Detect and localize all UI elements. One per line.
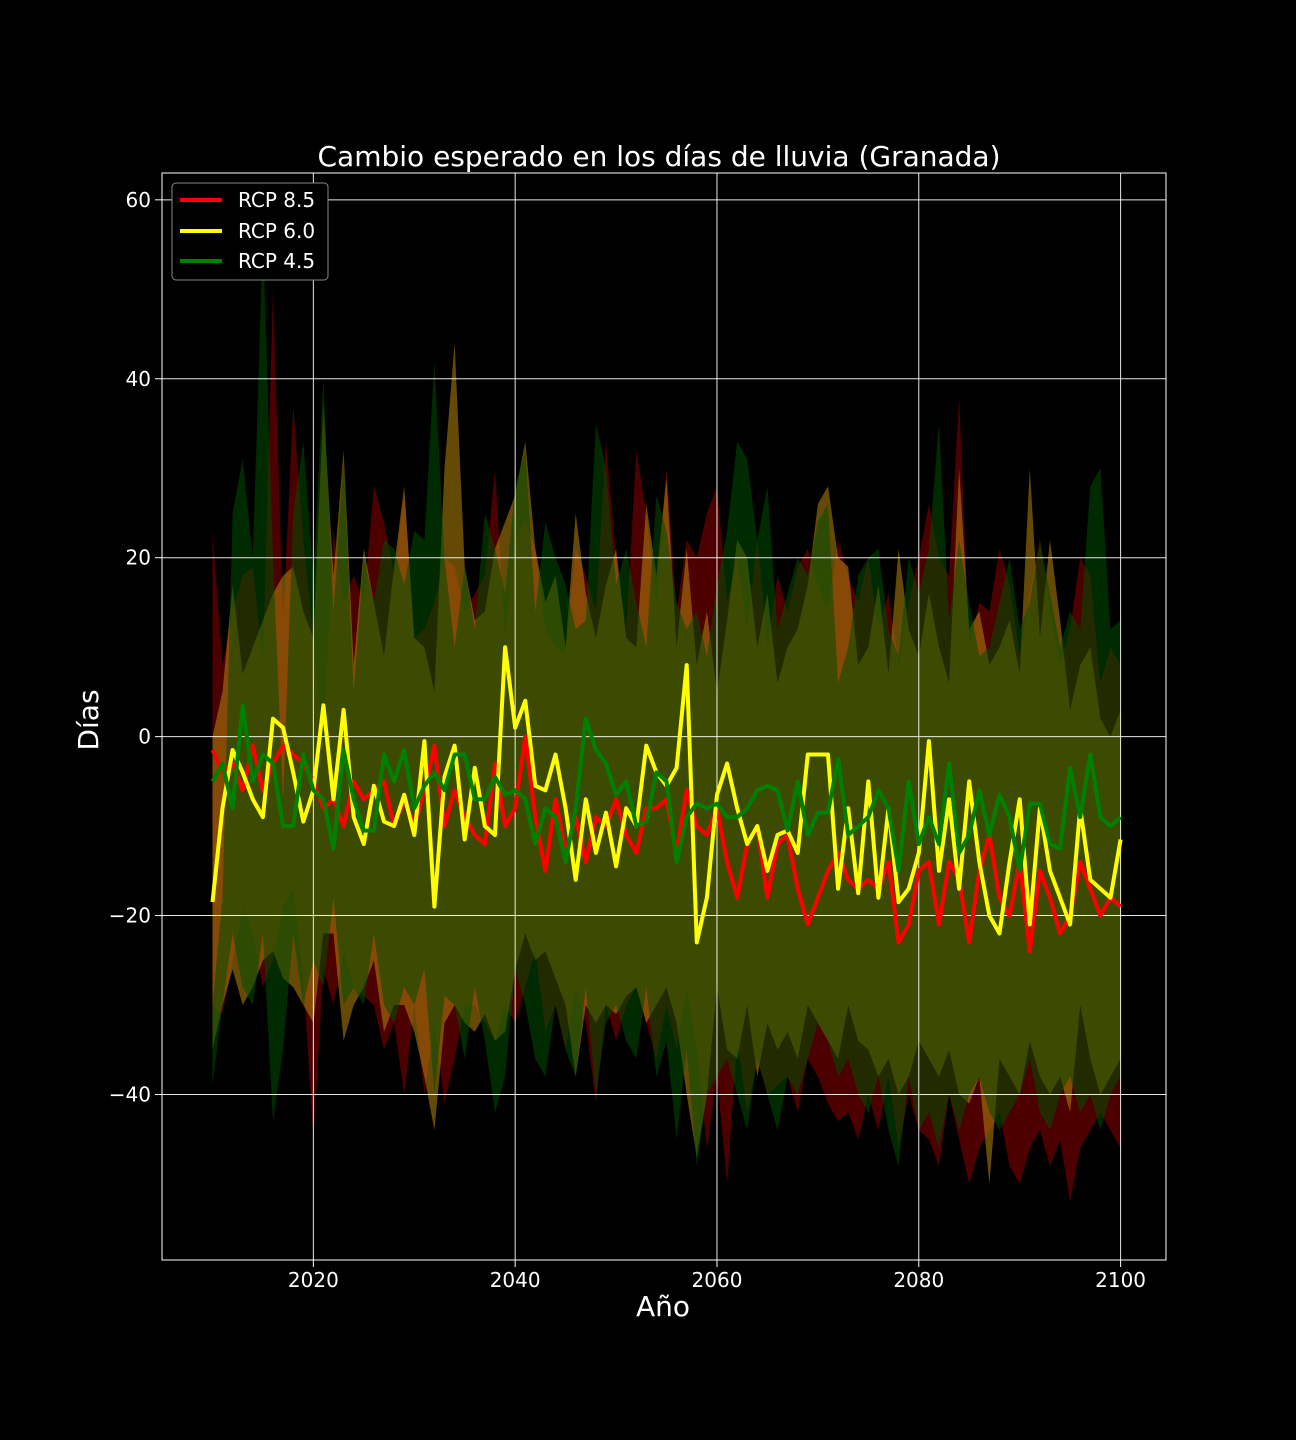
y-axis-label: Días [72,689,105,750]
line-rcp45 [210,703,1122,873]
chart-title: Cambio esperado en los días de lluvia (G… [318,140,1001,173]
legend-label-rcp45: RCP 4.5 [238,249,315,273]
legend-box [171,182,329,281]
grid [162,173,1166,1260]
x-tick-label: 2040 [490,1268,541,1292]
y-tick-label: 60 [126,188,151,212]
x-axis-label: Año [636,1290,690,1323]
plot-frame [161,172,1167,1261]
uncertainty-bands [212,235,1121,1202]
legend-label-rcp60: RCP 6.0 [238,219,315,243]
y-tick-label: 20 [126,546,151,570]
line-rcp85 [210,734,1122,954]
y-tick-label: 40 [126,367,151,391]
y-tick-label: −20 [109,904,151,928]
x-tick-label: 2080 [893,1268,944,1292]
axis-ticks: 2020 2040 2060 2080 2100 60 40 20 0 −20 −40 [109,188,1146,1292]
band-rcp45 [212,235,1121,1167]
series-lines [210,645,1123,954]
x-tick-label: 2100 [1095,1268,1146,1292]
x-tick-label: 2020 [288,1268,339,1292]
y-tick-label: −40 [109,1082,151,1106]
y-tick-label: 0 [138,725,151,749]
legend-label-rcp85: RCP 8.5 [238,188,315,212]
legend: RCP 8.5 RCP 6.0 RCP 4.5 [171,182,329,281]
x-tick-label: 2060 [692,1268,743,1292]
